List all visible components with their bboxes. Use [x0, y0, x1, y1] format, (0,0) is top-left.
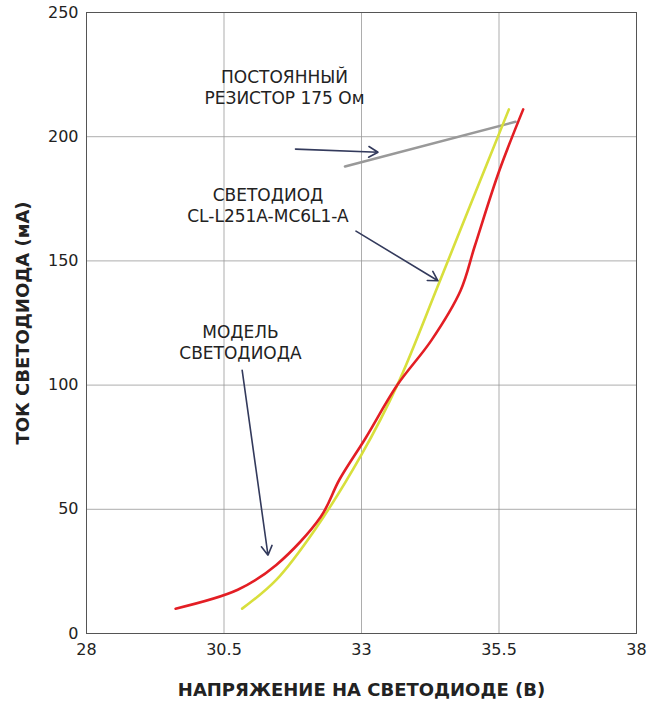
svg-text:250: 250 [48, 3, 79, 22]
svg-text:МОДЕЛЬСВЕТОДИОДА: МОДЕЛЬСВЕТОДИОДА [179, 322, 302, 363]
svg-text:НАПРЯЖЕНИЕ НА СВЕТОДИОДЕ (В): НАПРЯЖЕНИЕ НА СВЕТОДИОДЕ (В) [178, 679, 545, 700]
svg-text:28: 28 [76, 640, 96, 659]
svg-text:50: 50 [58, 499, 78, 518]
svg-text:38: 38 [626, 640, 646, 659]
svg-text:150: 150 [48, 251, 79, 270]
svg-text:100: 100 [48, 375, 79, 394]
svg-text:0: 0 [68, 623, 79, 643]
svg-text:30.5: 30.5 [206, 640, 242, 659]
svg-text:33: 33 [351, 640, 371, 659]
svg-text:СВЕТОДИОДCL-L251A-MC6L1-A: СВЕТОДИОДCL-L251A-MC6L1-A [187, 185, 349, 226]
svg-text:ТОК СВЕТОДИОДА (мА): ТОК СВЕТОДИОДА (мА) [12, 201, 33, 444]
svg-text:35.5: 35.5 [481, 640, 517, 659]
svg-text:200: 200 [48, 127, 79, 146]
svg-text:ПОСТОЯННЫЙРЕЗИСТОР 175 Ом: ПОСТОЯННЫЙРЕЗИСТОР 175 Ом [205, 66, 365, 108]
